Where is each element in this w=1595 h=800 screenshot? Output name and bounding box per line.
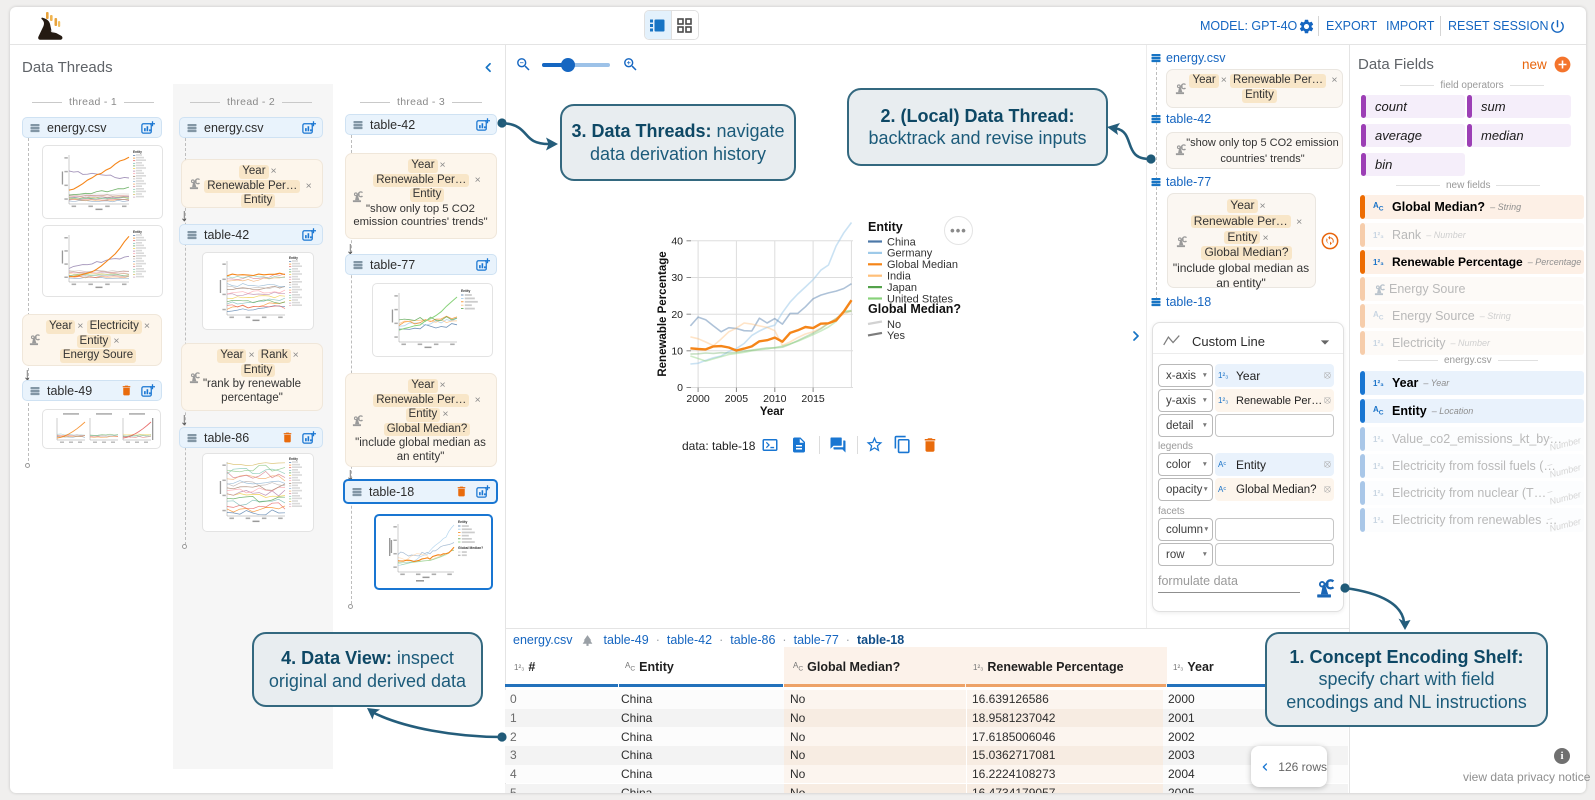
svg-text:United States: United States bbox=[887, 293, 954, 305]
svg-text:Japan: Japan bbox=[887, 282, 917, 294]
svg-text:Entity: Entity bbox=[289, 256, 298, 260]
svg-text:20: 20 bbox=[671, 309, 683, 321]
svg-text:Yes: Yes bbox=[887, 330, 905, 342]
svg-text:Year: Year bbox=[760, 406, 785, 418]
svg-text:2000: 2000 bbox=[686, 393, 710, 405]
svg-text:Germany: Germany bbox=[887, 248, 933, 260]
svg-text:Entity: Entity bbox=[133, 230, 142, 234]
svg-text:2005: 2005 bbox=[725, 393, 749, 405]
svg-text:Renewable Percentage: Renewable Percentage bbox=[657, 251, 669, 376]
svg-text:India: India bbox=[887, 271, 912, 283]
svg-text:Entity: Entity bbox=[289, 457, 298, 461]
svg-text:10: 10 bbox=[671, 345, 683, 357]
svg-text:30: 30 bbox=[671, 272, 683, 284]
svg-text:Entity: Entity bbox=[458, 520, 468, 524]
svg-text:Entity: Entity bbox=[868, 220, 903, 234]
svg-text:No: No bbox=[887, 319, 901, 331]
svg-text:China: China bbox=[887, 236, 917, 248]
svg-text:Entity: Entity bbox=[461, 289, 471, 293]
svg-text:Global Median: Global Median bbox=[887, 259, 958, 271]
svg-text:Global Median?: Global Median? bbox=[868, 302, 961, 316]
svg-text:Global Median?: Global Median? bbox=[458, 546, 483, 550]
svg-text:2010: 2010 bbox=[763, 393, 787, 405]
svg-text:40: 40 bbox=[671, 235, 683, 247]
svg-text:2015: 2015 bbox=[801, 393, 825, 405]
svg-text:0: 0 bbox=[677, 382, 683, 394]
svg-text:Entity: Entity bbox=[133, 150, 142, 154]
